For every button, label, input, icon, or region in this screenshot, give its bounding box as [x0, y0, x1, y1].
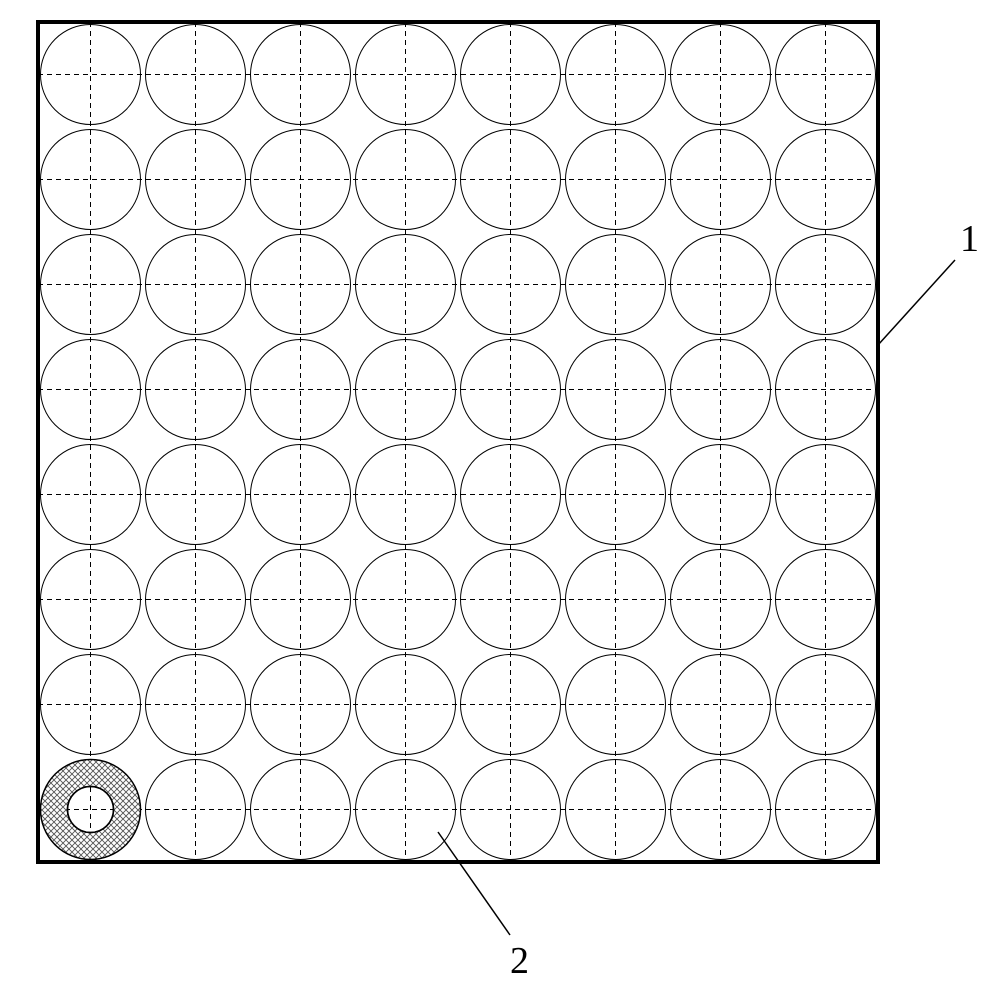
outer-frame	[38, 22, 878, 862]
figure-container: 1 2	[0, 0, 1000, 999]
diagram-svg	[0, 0, 1000, 999]
circle-array	[41, 25, 876, 860]
callout-label-2: 2	[510, 939, 529, 983]
grid-lines	[38, 22, 878, 862]
callout-label-1: 1	[960, 217, 979, 261]
